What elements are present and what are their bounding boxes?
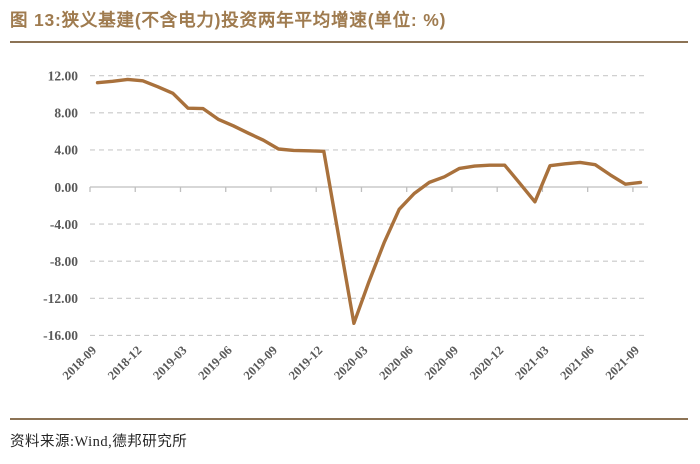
x-axis-label: 2019-12: [286, 343, 325, 382]
x-axis-label: 2020-12: [467, 343, 506, 382]
x-axis-label: 2018-09: [60, 343, 99, 382]
y-axis-label: -16.00: [43, 328, 78, 343]
y-axis-label: 8.00: [54, 106, 78, 121]
x-axis-label: 2021-09: [603, 343, 642, 382]
y-axis-label: 12.00: [48, 69, 79, 84]
x-axis-label: 2020-06: [376, 343, 415, 382]
y-axis-label: 0.00: [54, 180, 78, 195]
y-axis-label: -12.00: [43, 291, 78, 306]
y-axis-label: -8.00: [50, 254, 78, 269]
x-axis-label: 2018-12: [105, 343, 144, 382]
title-divider: [10, 41, 688, 44]
footer-divider: [10, 418, 688, 421]
source-note: 资料来源:Wind,德邦研究所: [10, 434, 188, 450]
x-axis-label: 2021-03: [512, 343, 551, 382]
x-axis-label: 2020-03: [331, 343, 370, 382]
y-axis-label: 4.00: [54, 143, 78, 158]
x-axis-label: 2019-09: [241, 343, 280, 382]
figure-title: 图 13:狭义基建(不含电力)投资两年平均增速(单位: %): [10, 10, 447, 30]
y-axis-label: -4.00: [50, 217, 78, 232]
x-axis-label: 2019-06: [195, 343, 234, 382]
x-axis-label: 2019-03: [150, 343, 189, 382]
series-line: [95, 77, 643, 325]
x-axis-label: 2021-06: [557, 343, 596, 382]
x-axis-label: 2020-09: [422, 343, 461, 382]
